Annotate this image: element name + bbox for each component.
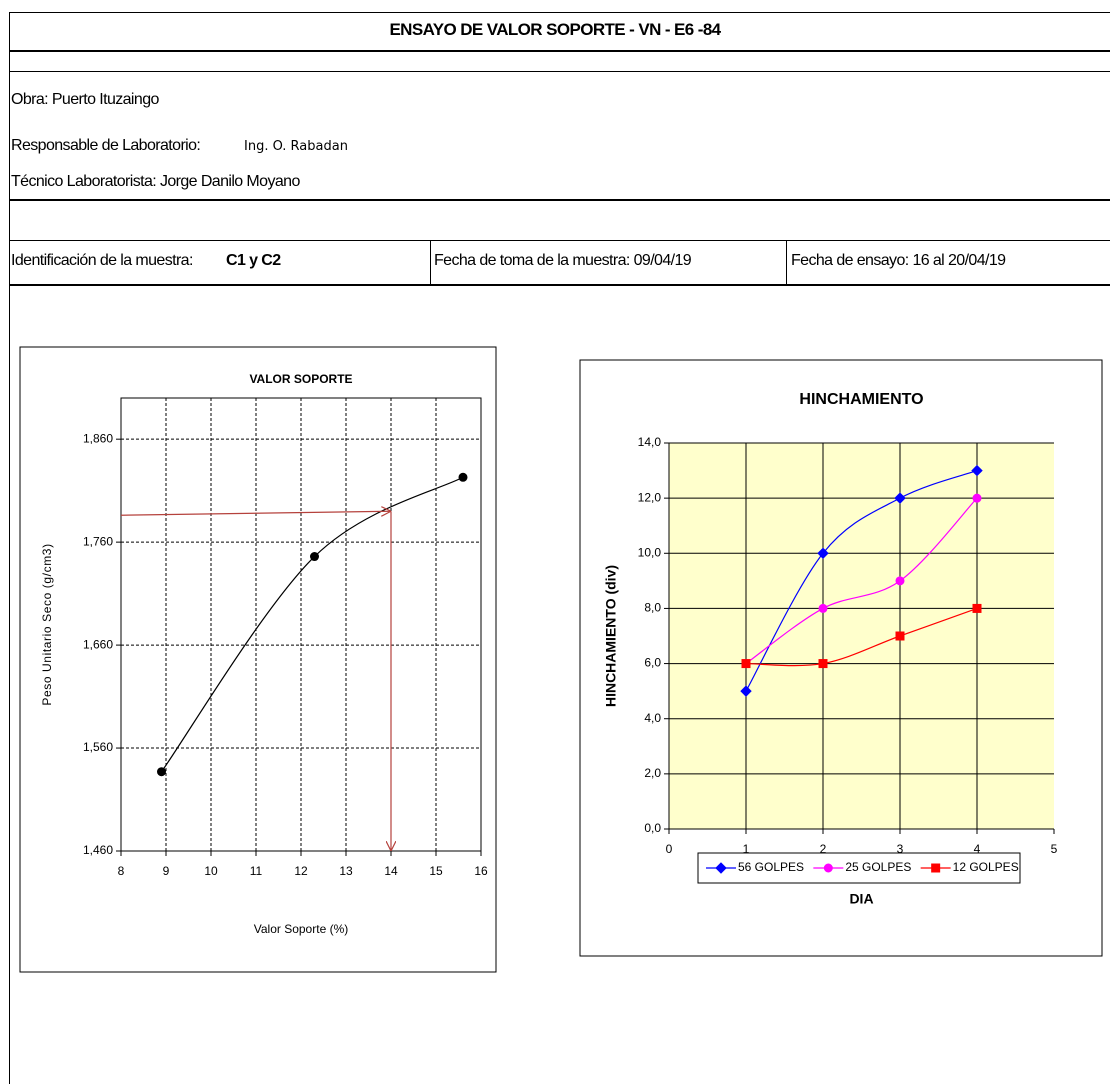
y-tick-label: 14,0: [638, 435, 662, 449]
x-tick-label: 11: [250, 864, 263, 878]
marker: [971, 464, 983, 477]
x-tick-label: 10: [204, 864, 218, 878]
fecha-toma: Fecha de toma de la muestra: 09/04/19: [434, 252, 692, 269]
curve: [161, 476, 464, 773]
x-tick-label: 14: [384, 864, 398, 878]
marker: [157, 767, 166, 777]
x-axis-label: DIA: [849, 891, 873, 907]
curve: [745, 497, 978, 665]
fecha-ensayo: Fecha de ensayo: 16 al 20/04/19: [791, 252, 1006, 269]
tecnico: Técnico Laboratorista: Jorge Danilo Moya…: [11, 173, 300, 190]
marker: [895, 631, 905, 641]
legend-label: 25 GOLPES: [845, 860, 911, 874]
y-tick-label: 6,0: [644, 656, 661, 670]
curve: [745, 607, 978, 667]
plot-area: [669, 443, 1054, 829]
x-tick-label: 4: [974, 842, 981, 856]
y-tick-label: 1,860: [83, 431, 113, 445]
chart-title: HINCHAMIENTO: [799, 391, 923, 408]
y-tick-label: 1,660: [83, 637, 113, 651]
title: ENSAYO DE VALOR SOPORTE - VN - E6 -84: [389, 20, 721, 39]
y-tick-label: 1,760: [83, 534, 113, 548]
border: [9, 71, 1110, 72]
border: [9, 12, 10, 1084]
x-tick-label: 5: [1051, 842, 1058, 856]
x-tick-label: 3: [897, 842, 904, 856]
x-tick-label: 9: [163, 864, 170, 878]
x-tick-label: 8: [118, 864, 125, 878]
y-tick-label: 10,0: [638, 545, 662, 559]
legend-label: 56 GOLPES: [738, 860, 804, 874]
x-tick-label: 1: [743, 842, 750, 856]
x-tick-label: 12: [294, 864, 308, 878]
marker: [741, 659, 751, 669]
x-tick-label: 13: [339, 864, 353, 878]
x-tick-label: 0: [666, 842, 673, 856]
legend-label: 12 GOLPES: [953, 860, 1019, 874]
y-tick-label: 0,0: [644, 821, 661, 835]
border: [786, 240, 787, 284]
marker: [740, 685, 752, 697]
y-tick-label: 8,0: [644, 601, 661, 615]
y-axis-label: HINCHAMIENTO (div): [603, 565, 619, 707]
x-tick-label: 15: [429, 864, 443, 878]
legend-marker: [931, 863, 941, 873]
border: [9, 12, 1110, 13]
legend-marker: [823, 863, 833, 873]
x-axis-label: Valor Soporte (%): [254, 922, 348, 936]
obra: Obra: Puerto Ituzaingo: [11, 91, 159, 108]
chart-frame: [19, 346, 497, 973]
x-tick-label: 2: [820, 842, 827, 856]
border: [9, 199, 1110, 201]
y-tick-label: 1,460: [83, 843, 113, 857]
marker: [818, 659, 828, 669]
marker: [818, 603, 828, 613]
responsable-label: Responsable de Laboratorio:: [11, 137, 201, 154]
border: [9, 284, 1110, 286]
legend-marker: [715, 862, 727, 874]
marker: [310, 552, 319, 562]
border: [9, 240, 1110, 241]
plot-border: [120, 397, 482, 852]
identificacion: C1 y C2: [226, 252, 281, 269]
marker: [817, 547, 829, 559]
reference-line: [120, 511, 391, 515]
border: [9, 50, 1110, 52]
marker: [972, 603, 982, 613]
chart-title: VALOR SOPORTE: [249, 372, 352, 386]
identificacion-label: Identificación de la muestra:: [11, 252, 193, 269]
y-tick-label: 4,0: [644, 711, 661, 725]
marker: [894, 492, 906, 504]
marker: [972, 493, 982, 503]
legend: [697, 852, 1021, 884]
x-tick-label: 16: [474, 864, 488, 878]
y-axis-label: Peso Unitario Seco (g/cm3): [40, 543, 54, 705]
y-tick-label: 1,560: [83, 740, 113, 754]
marker: [458, 472, 468, 482]
curve: [745, 470, 978, 692]
marker: [895, 576, 905, 586]
y-tick-label: 2,0: [644, 766, 661, 780]
y-tick-label: 12,0: [638, 490, 662, 504]
border: [430, 240, 431, 284]
responsable: Ing. O. Rabadan: [244, 139, 348, 154]
